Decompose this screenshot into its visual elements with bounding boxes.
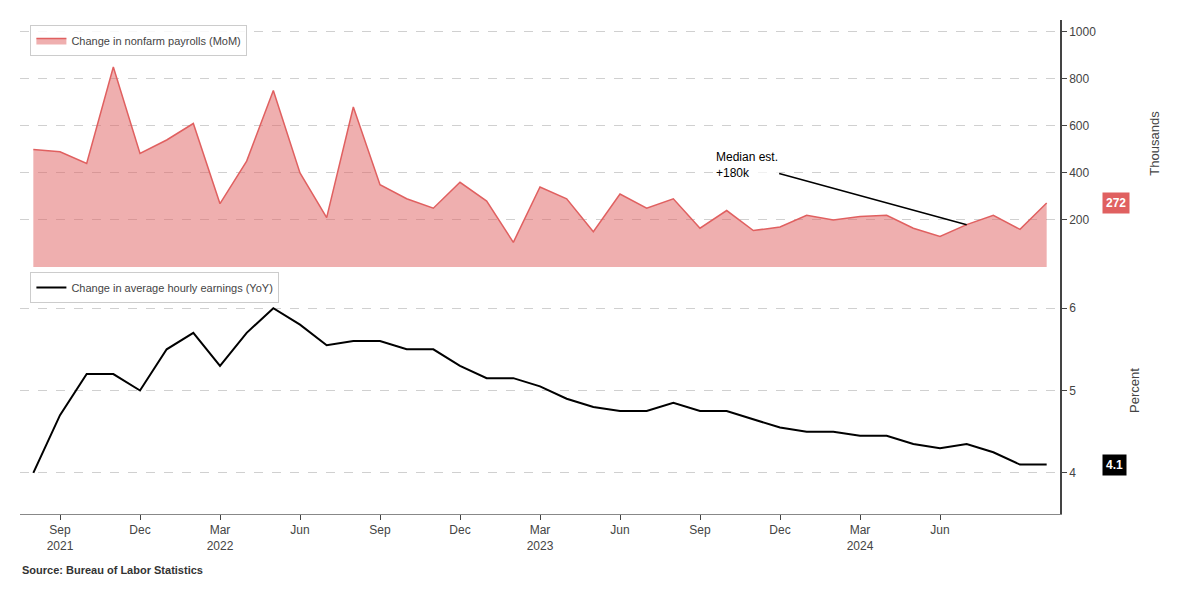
svg-text:5: 5 bbox=[1069, 384, 1076, 398]
svg-text:600: 600 bbox=[1069, 119, 1089, 133]
svg-text:Percent: Percent bbox=[1127, 368, 1142, 413]
svg-text:400: 400 bbox=[1069, 166, 1089, 180]
svg-text:Source: Bureau of Labor Statis: Source: Bureau of Labor Statistics bbox=[22, 564, 203, 576]
svg-text:200: 200 bbox=[1069, 213, 1089, 227]
svg-text:Sep2021: Sep2021 bbox=[47, 523, 74, 553]
svg-text:4: 4 bbox=[1069, 466, 1076, 480]
svg-text:272: 272 bbox=[1106, 196, 1126, 210]
svg-text:800: 800 bbox=[1069, 72, 1089, 86]
svg-text:4.1: 4.1 bbox=[1106, 458, 1123, 472]
svg-text:Dec: Dec bbox=[129, 523, 150, 537]
svg-text:Jun: Jun bbox=[930, 523, 949, 537]
svg-text:Thousands: Thousands bbox=[1147, 111, 1162, 176]
svg-text:Dec: Dec bbox=[449, 523, 470, 537]
svg-text:Median est.+180k: Median est.+180k bbox=[716, 150, 778, 180]
svg-text:Dec: Dec bbox=[769, 523, 790, 537]
svg-text:Sep: Sep bbox=[369, 523, 391, 537]
svg-text:Jun: Jun bbox=[610, 523, 629, 537]
svg-text:1000: 1000 bbox=[1069, 25, 1096, 39]
svg-text:Mar2024: Mar2024 bbox=[847, 523, 874, 553]
svg-text:Sep: Sep bbox=[689, 523, 711, 537]
svg-text:Mar2023: Mar2023 bbox=[527, 523, 554, 553]
svg-text:Change in average hourly earni: Change in average hourly earnings (YoY) bbox=[71, 282, 272, 294]
svg-text:6: 6 bbox=[1069, 301, 1076, 315]
svg-text:Jun: Jun bbox=[290, 523, 309, 537]
svg-text:Mar2022: Mar2022 bbox=[207, 523, 234, 553]
svg-text:Change in nonfarm payrolls (Mo: Change in nonfarm payrolls (MoM) bbox=[71, 35, 240, 47]
